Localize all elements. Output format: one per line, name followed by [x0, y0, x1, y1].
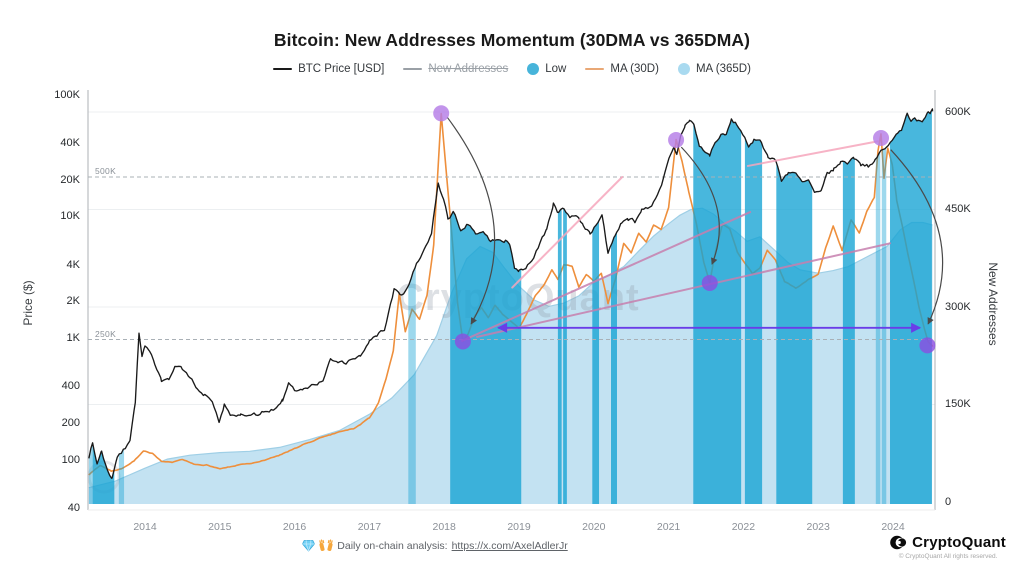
low-band	[92, 108, 115, 504]
momentum-dot-low	[919, 337, 936, 354]
right-tick-450K: 450K	[945, 203, 971, 215]
low-band	[563, 108, 567, 504]
left-tick-100: 100	[61, 453, 80, 466]
legend-item-ma-30d[interactable]: MA (30D)	[585, 63, 659, 75]
left-tick-200: 200	[61, 416, 80, 429]
low-band	[450, 108, 522, 504]
legend-circle-marker	[527, 63, 540, 75]
legend-label: MA (365D)	[695, 63, 751, 75]
legend-circle-marker	[677, 63, 690, 75]
curved-arrow	[446, 116, 496, 325]
x-tick-2023: 2023	[806, 521, 830, 533]
legend: BTC Price [USD] New Addresses Low MA (30D) M…	[0, 63, 1024, 75]
right-tick-300K: 300K	[945, 300, 971, 313]
momentum-dot-low	[701, 274, 718, 291]
curved-arrow	[680, 146, 720, 265]
left-axis-title: Price ($)	[21, 280, 35, 326]
low-band	[88, 108, 93, 504]
x-tick-2015: 2015	[208, 521, 232, 533]
low-band	[592, 108, 600, 504]
left-tick-10K: 10K	[60, 210, 80, 223]
legend-item-new-addresses[interactable]: New Addresses	[403, 63, 508, 75]
momentum-trendline	[476, 242, 892, 338]
left-tick-1K: 1K	[66, 331, 80, 344]
momentum-trendline	[461, 211, 752, 342]
brand-copyright: © CryptoQuant All rights reserved.	[898, 553, 998, 560]
curved-arrow	[890, 149, 944, 325]
legend-item-btc-price-usd[interactable]: BTC Price [USD]	[273, 63, 384, 75]
legend-label: New Addresses	[428, 63, 509, 75]
legend-item-ma-365d[interactable]: MA (365D)	[677, 63, 751, 75]
x-tick-2018: 2018	[432, 521, 456, 533]
left-tick-40K: 40K	[60, 136, 80, 149]
left-tick-20K: 20K	[60, 173, 80, 186]
footer-text: Daily on-chain analysis:	[337, 539, 448, 552]
momentum-dot-peak	[433, 105, 450, 122]
left-tick-4K: 4K	[66, 258, 80, 271]
chart-title: Bitcoin: New Addresses Momentum (30DMA v…	[273, 30, 751, 50]
low-band	[408, 108, 416, 504]
legend-label: BTC Price [USD]	[298, 63, 385, 75]
momentum-dot-peak	[873, 130, 890, 146]
left-tick-100K: 100K	[54, 88, 80, 101]
x-tick-2014: 2014	[133, 521, 157, 533]
x-tick-2021: 2021	[656, 521, 681, 533]
legend-line-marker	[273, 68, 293, 70]
gem-icon	[302, 540, 316, 552]
x-tick-2016: 2016	[282, 521, 307, 533]
right-tick-0: 0	[945, 495, 952, 508]
x-tick-2024: 2024	[881, 521, 905, 533]
low-band	[890, 108, 932, 504]
brand-name: CryptoQuant	[912, 534, 1006, 551]
left-tick-400: 400	[61, 380, 80, 393]
low-band	[693, 108, 742, 504]
legend-line-marker	[585, 68, 605, 70]
reference-label-500K: 500K	[95, 166, 117, 176]
x-tick-2019: 2019	[507, 521, 531, 533]
low-band	[881, 108, 887, 504]
low-band	[842, 108, 855, 504]
low-band	[744, 108, 763, 504]
legend-item-low[interactable]: Low	[527, 63, 566, 75]
btc-price-line	[88, 108, 934, 479]
right-axis-title: New Addresses	[986, 262, 1000, 346]
low-band	[557, 108, 562, 504]
raised-hands-icon	[319, 539, 333, 552]
reference-label-250K: 250K	[95, 328, 117, 339]
momentum-dot-low	[454, 333, 471, 350]
footer: Daily on-chain analysis: https://x.com/A…	[0, 539, 870, 552]
legend-label: MA (30D)	[610, 63, 659, 75]
x-tick-2022: 2022	[731, 521, 756, 533]
low-band	[611, 108, 617, 504]
low-band	[875, 108, 881, 504]
low-band	[118, 108, 125, 504]
momentum-dot-peak	[668, 131, 685, 148]
cryptoquant-logo-icon	[890, 535, 907, 550]
momentum-trendline	[511, 176, 624, 289]
branding: CryptoQuant © CryptoQuant All rights res…	[890, 534, 1006, 560]
left-tick-2K: 2K	[66, 295, 80, 308]
momentum-trendline	[746, 140, 880, 167]
right-tick-150K: 150K	[945, 398, 971, 410]
x-tick-2020: 2020	[582, 521, 606, 533]
x-tick-2017: 2017	[357, 521, 382, 533]
footer-link[interactable]: https://x.com/AxelAdlerJr	[451, 539, 568, 552]
low-band	[776, 108, 813, 504]
left-tick-40: 40	[67, 502, 80, 515]
legend-label: Low	[545, 63, 567, 75]
legend-line-marker	[403, 68, 423, 70]
right-tick-600K: 600K	[945, 105, 971, 118]
